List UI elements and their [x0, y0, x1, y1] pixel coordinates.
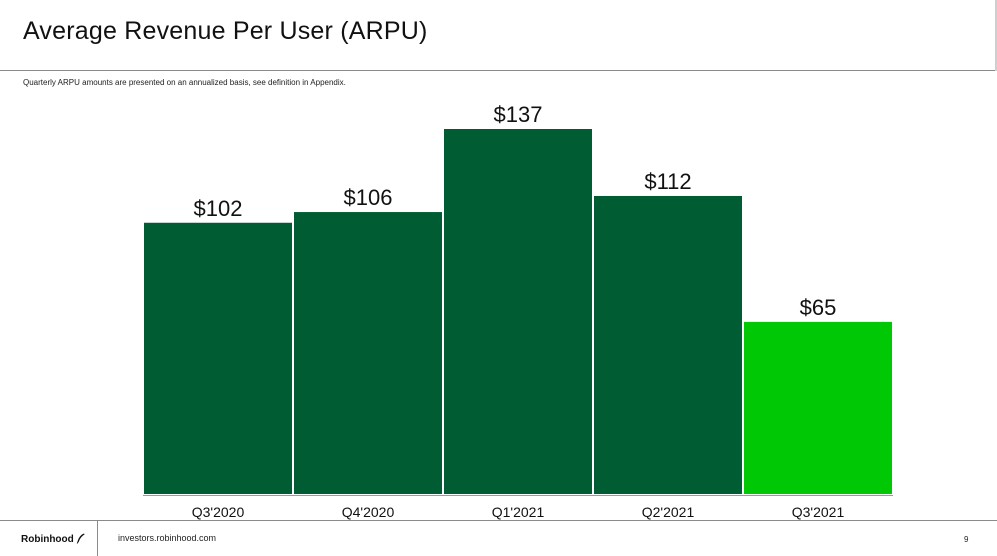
x-tick-label: Q3'2020	[192, 504, 245, 520]
feather-icon	[76, 533, 85, 544]
data-label: $65	[800, 295, 837, 320]
bar-Q2'2021	[592, 193, 744, 497]
title-divider	[0, 70, 997, 71]
title-divider-edge	[995, 0, 997, 71]
brand-name: Robinhood	[21, 534, 74, 545]
bar-Q4'2020	[292, 210, 444, 496]
data-label: $102	[194, 196, 243, 221]
brand-logo: Robinhood	[21, 533, 85, 545]
bar-Q3'2020	[142, 220, 294, 496]
data-label: $137	[494, 102, 543, 127]
footer-vertical-divider	[97, 520, 98, 556]
slide-title: Average Revenue Per User (ARPU)	[23, 17, 428, 45]
footnote: Quarterly ARPU amounts are presented on …	[23, 78, 346, 87]
data-label: $106	[344, 185, 393, 210]
footer-website[interactable]: investors.robinhood.com	[118, 533, 217, 543]
bar-Q1'2021	[442, 127, 594, 496]
bar-Q3'2021	[742, 319, 894, 496]
page-number: 9	[964, 535, 969, 544]
x-tick-label: Q4'2020	[342, 504, 395, 520]
x-tick-label: Q1'2021	[492, 504, 545, 520]
data-label: $112	[644, 169, 691, 194]
arpu-bar-chart: $102 Q3'2020 $106 Q4'2020 $137 Q1'2021 $112 Q2'…	[142, 102, 894, 520]
footer-divider	[0, 520, 997, 521]
x-tick-label: Q3'2021	[792, 504, 845, 520]
x-tick-label: Q2'2021	[642, 504, 695, 520]
